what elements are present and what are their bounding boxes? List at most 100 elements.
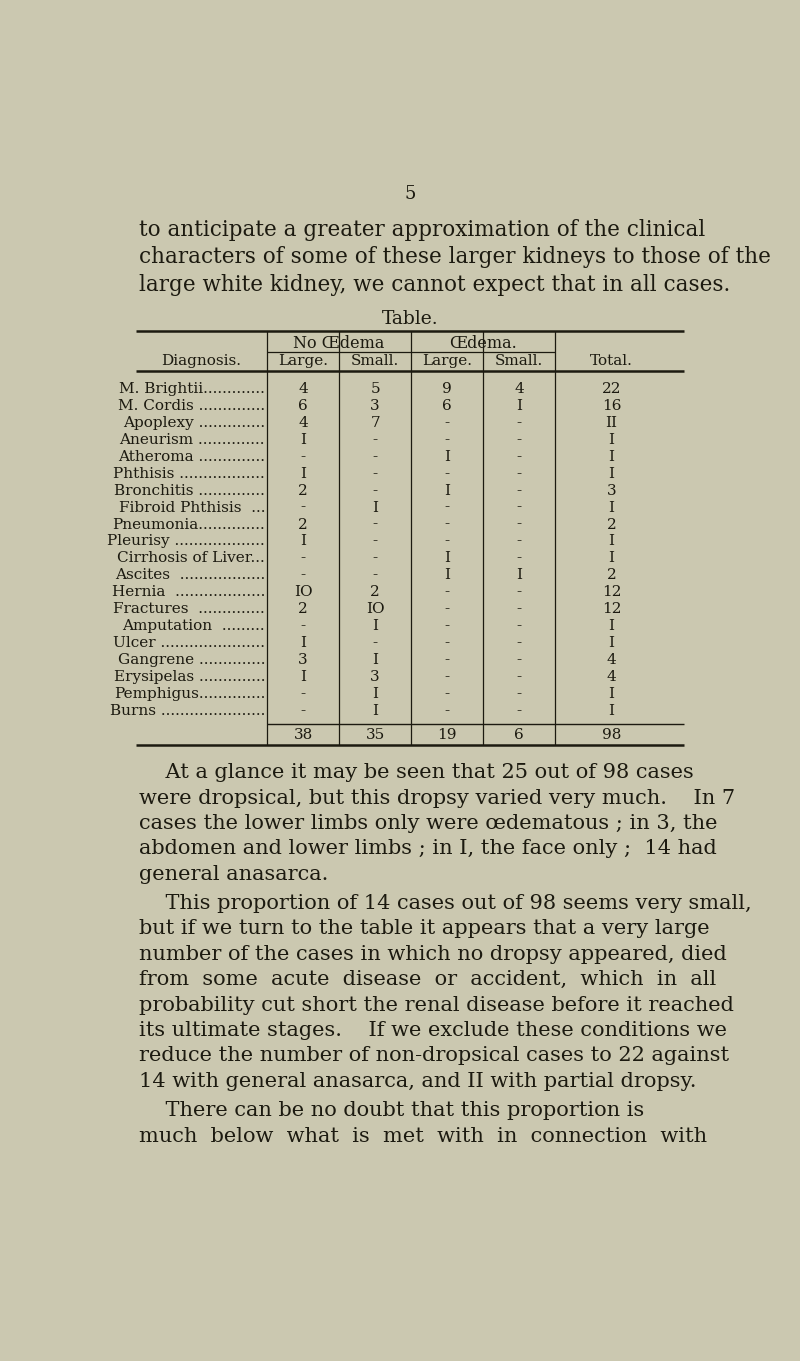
Text: Table.: Table. [382, 309, 438, 328]
Text: 6: 6 [442, 399, 452, 412]
Text: II: II [606, 416, 618, 430]
Text: -: - [517, 433, 522, 446]
Text: 2: 2 [606, 517, 616, 532]
Text: -: - [301, 687, 306, 701]
Text: There can be no doubt that this proportion is: There can be no doubt that this proporti… [138, 1101, 644, 1120]
Text: -: - [373, 433, 378, 446]
Text: I: I [300, 670, 306, 685]
Text: 2: 2 [298, 483, 308, 498]
Text: Ulcer ......................: Ulcer ...................... [113, 636, 265, 651]
Text: Total.: Total. [590, 354, 633, 369]
Text: to anticipate a greater approximation of the clinical: to anticipate a greater approximation of… [138, 219, 705, 241]
Text: -: - [517, 449, 522, 464]
Text: -: - [517, 585, 522, 599]
Text: but if we turn to the table it appears that a very large: but if we turn to the table it appears t… [138, 920, 710, 939]
Text: IO: IO [294, 585, 312, 599]
Text: I: I [444, 551, 450, 565]
Text: I: I [372, 619, 378, 633]
Text: I: I [609, 687, 614, 701]
Text: I: I [372, 653, 378, 667]
Text: -: - [517, 653, 522, 667]
Text: -: - [517, 704, 522, 717]
Text: 5: 5 [404, 185, 416, 203]
Text: -: - [517, 517, 522, 532]
Text: much  below  what  is  met  with  in  connection  with: much below what is met with in connectio… [138, 1127, 707, 1146]
Text: -: - [445, 433, 450, 446]
Text: -: - [445, 585, 450, 599]
Text: I: I [372, 687, 378, 701]
Text: Burns ......................: Burns ...................... [110, 704, 265, 717]
Text: -: - [445, 704, 450, 717]
Text: -: - [301, 619, 306, 633]
Text: 2: 2 [606, 569, 616, 583]
Text: 4: 4 [606, 670, 616, 685]
Text: I: I [300, 636, 306, 651]
Text: I: I [609, 449, 614, 464]
Text: 12: 12 [602, 585, 622, 599]
Text: -: - [373, 517, 378, 532]
Text: I: I [444, 483, 450, 498]
Text: general anasarca.: general anasarca. [138, 864, 328, 883]
Text: -: - [373, 449, 378, 464]
Text: 98: 98 [602, 728, 621, 742]
Text: -: - [517, 483, 522, 498]
Text: Ascites  ..................: Ascites .................. [115, 569, 265, 583]
Text: -: - [517, 501, 522, 514]
Text: -: - [301, 449, 306, 464]
Text: Apoplexy ..............: Apoplexy .............. [123, 416, 265, 430]
Text: Amputation  .........: Amputation ......... [122, 619, 265, 633]
Text: I: I [516, 399, 522, 412]
Text: Aneurism ..............: Aneurism .............. [119, 433, 265, 446]
Text: M. Cordis ..............: M. Cordis .............. [118, 399, 265, 412]
Text: -: - [517, 687, 522, 701]
Text: I: I [609, 433, 614, 446]
Text: 3: 3 [606, 483, 616, 498]
Text: Phthisis ..................: Phthisis .................. [114, 467, 265, 480]
Text: -: - [373, 569, 378, 583]
Text: -: - [517, 416, 522, 430]
Text: I: I [609, 535, 614, 548]
Text: I: I [609, 636, 614, 651]
Text: -: - [445, 619, 450, 633]
Text: -: - [517, 467, 522, 480]
Text: 9: 9 [442, 382, 452, 396]
Text: were dropsical, but this dropsy varied very much.    In 7: were dropsical, but this dropsy varied v… [138, 788, 735, 807]
Text: I: I [372, 704, 378, 717]
Text: Small.: Small. [495, 354, 543, 369]
Text: Small.: Small. [351, 354, 399, 369]
Text: 4: 4 [298, 382, 308, 396]
Text: from  some  acute  disease  or  accident,  which  in  all: from some acute disease or accident, whi… [138, 970, 716, 989]
Text: I: I [516, 569, 522, 583]
Text: Pneumonia..............: Pneumonia.............. [112, 517, 265, 532]
Text: 3: 3 [370, 670, 380, 685]
Text: I: I [609, 551, 614, 565]
Text: -: - [373, 636, 378, 651]
Text: -: - [445, 687, 450, 701]
Text: -: - [517, 551, 522, 565]
Text: -: - [445, 416, 450, 430]
Text: -: - [517, 670, 522, 685]
Text: Fibroid Phthisis  ...: Fibroid Phthisis ... [118, 501, 265, 514]
Text: Cirrhosis of Liver...: Cirrhosis of Liver... [118, 551, 265, 565]
Text: abdomen and lower limbs ; in I, the face only ;  14 had: abdomen and lower limbs ; in I, the face… [138, 840, 717, 859]
Text: number of the cases in which no dropsy appeared, died: number of the cases in which no dropsy a… [138, 945, 726, 964]
Text: 14 with general anasarca, and II with partial dropsy.: 14 with general anasarca, and II with pa… [138, 1072, 696, 1092]
Text: -: - [445, 535, 450, 548]
Text: 3: 3 [370, 399, 380, 412]
Text: 2: 2 [370, 585, 380, 599]
Text: I: I [444, 569, 450, 583]
Text: 4: 4 [514, 382, 524, 396]
Text: I: I [300, 535, 306, 548]
Text: I: I [444, 449, 450, 464]
Text: cases the lower limbs only were œdematous ; in 3, the: cases the lower limbs only were œdematou… [138, 814, 718, 833]
Text: Bronchitis ..............: Bronchitis .............. [114, 483, 265, 498]
Text: Large.: Large. [278, 354, 328, 369]
Text: 16: 16 [602, 399, 622, 412]
Text: 4: 4 [298, 416, 308, 430]
Text: -: - [445, 636, 450, 651]
Text: I: I [609, 704, 614, 717]
Text: No Œdema: No Œdema [293, 335, 384, 352]
Text: 35: 35 [366, 728, 385, 742]
Text: 19: 19 [438, 728, 457, 742]
Text: 6: 6 [514, 728, 524, 742]
